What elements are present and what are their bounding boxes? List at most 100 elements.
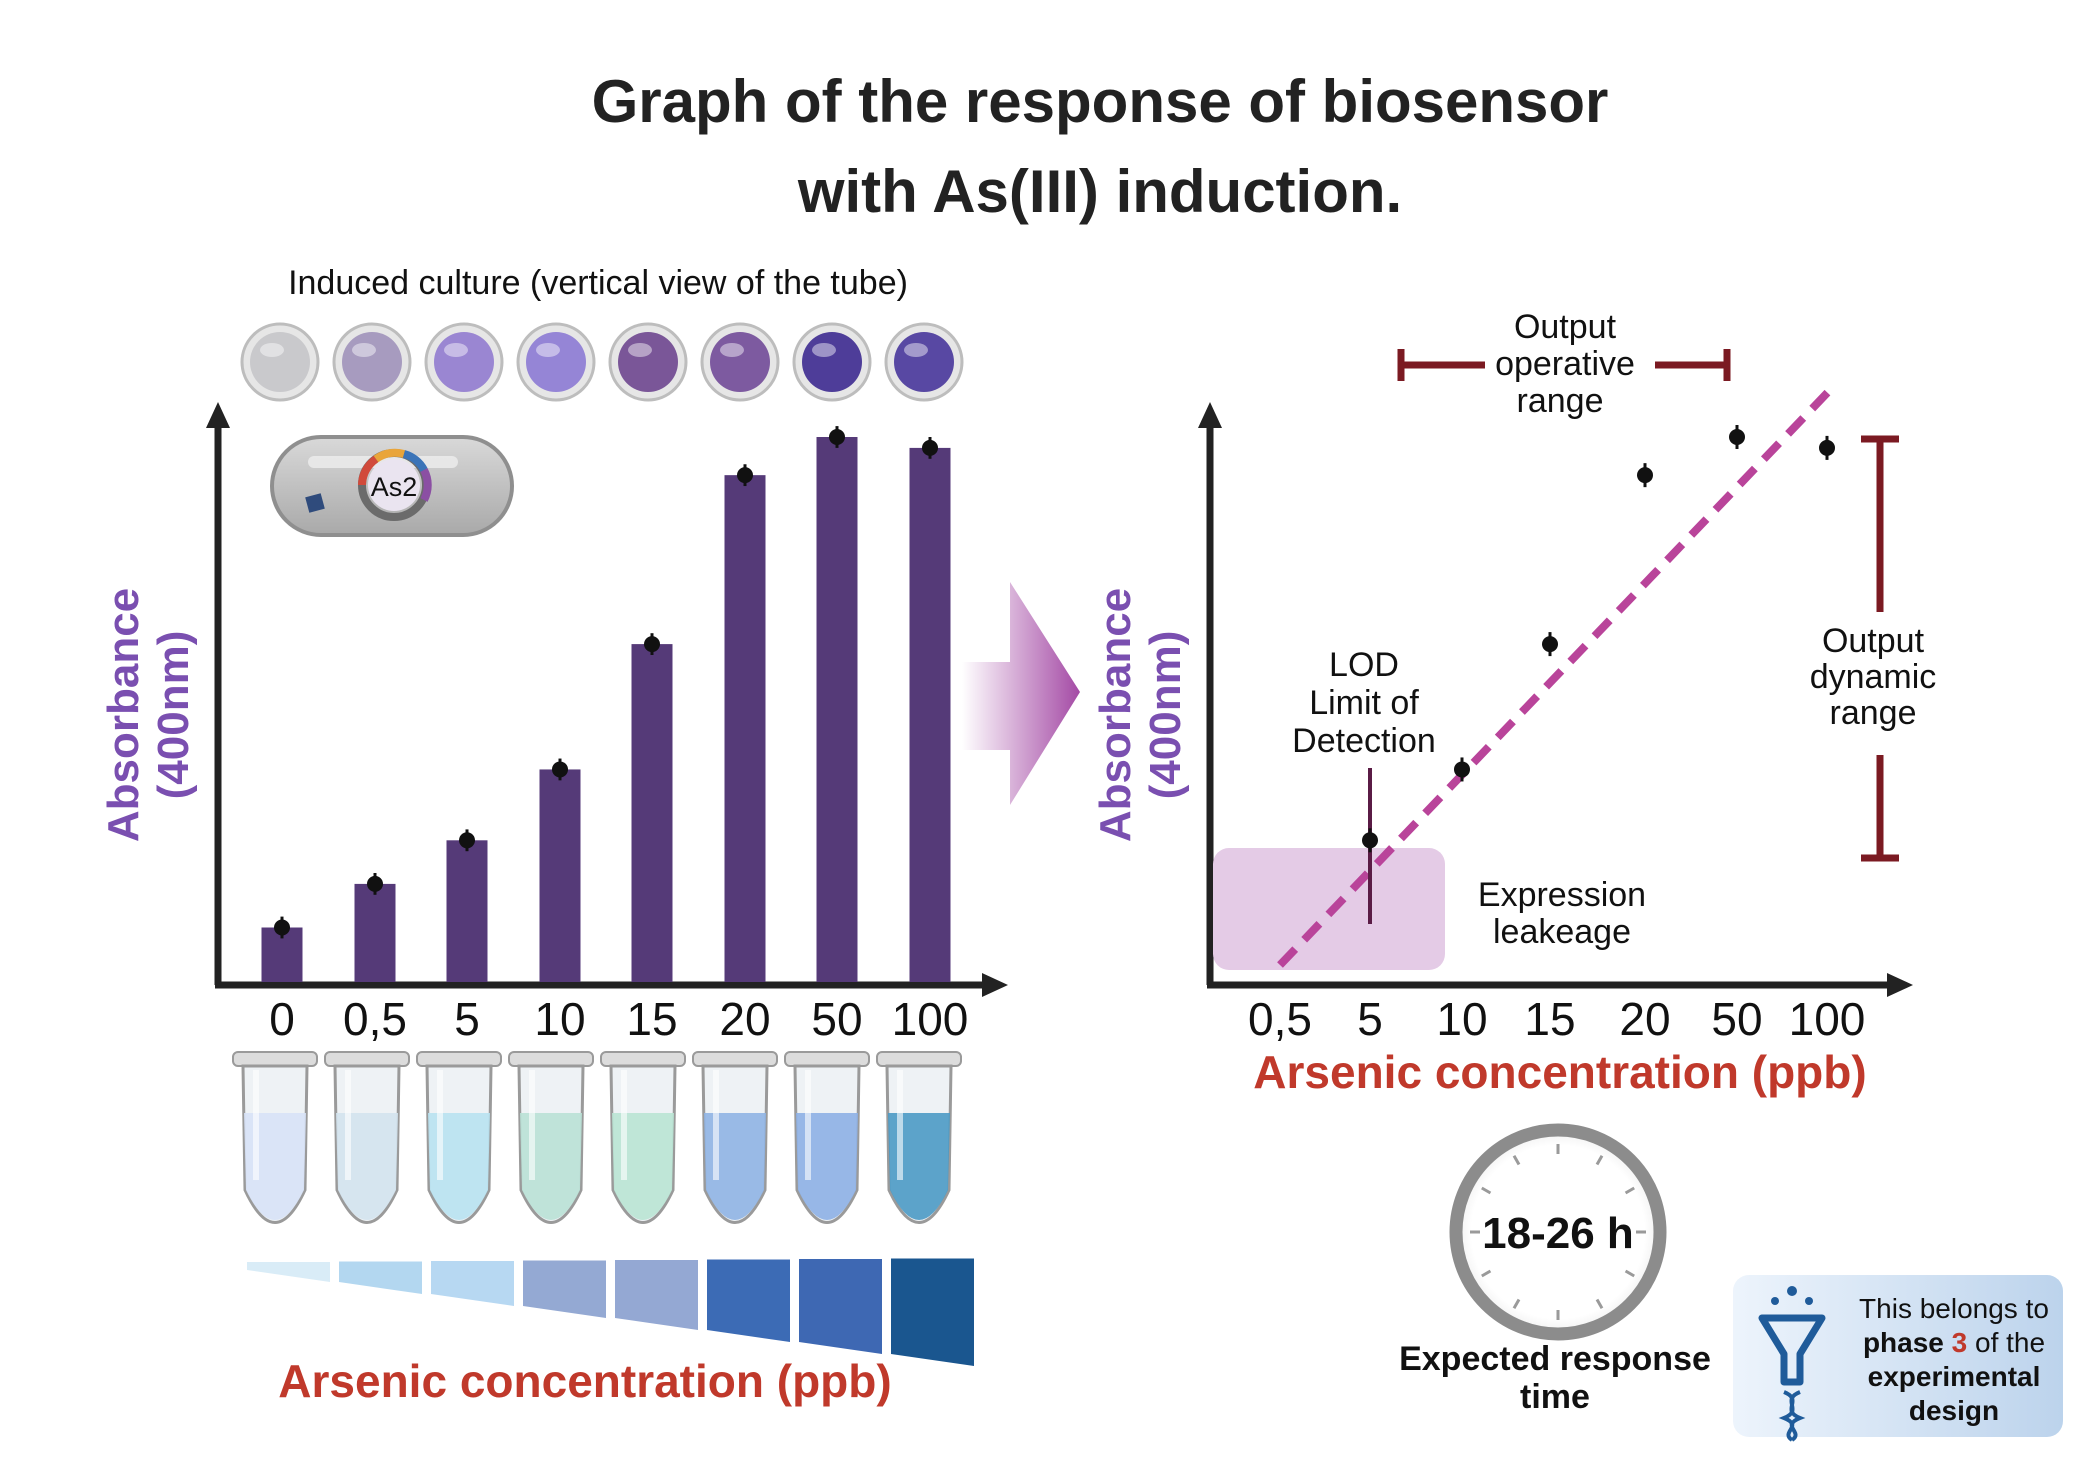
scatter-point [1819,439,1835,456]
bar-series [261,426,951,982]
well-icon [608,322,688,402]
x-tick-label: 15 [1524,993,1575,1045]
operative-label-line3: range [1517,382,1604,420]
operative-label-line1: Output [1514,308,1617,346]
x-tick-label: 20 [719,993,770,1045]
bar-mean-point [367,875,383,892]
bacterium-icon: As2 [270,435,514,537]
well-icon [424,322,504,402]
culture-caption: Induced culture (vertical view of the tu… [288,264,908,302]
left-x-label: Arsenic concentration (ppb) [278,1355,891,1407]
dynamic-label-line1: Output [1822,622,1925,660]
phase-note-line3: experimental [1868,1361,2041,1392]
bar-mean-point [552,761,568,778]
bar-mean-point [737,467,753,484]
x-tick-label: 100 [1789,993,1866,1045]
well-icon [700,322,780,402]
bar-mean-point [644,636,660,653]
scatter-point [1454,761,1470,778]
funnel-dna-icon [1758,1286,1826,1442]
right-y-label: Absorbance (400nm) [1091,588,1190,842]
page-title-line2: with As(III) induction. [797,158,1402,225]
page-title: Graph of the response of biosensor [592,68,1609,135]
bar-mean-point [829,429,845,445]
tube-icon [784,1051,870,1224]
culture-wells [240,322,964,402]
x-axis-arrowhead [982,973,1008,997]
right-axes [1198,402,1913,997]
strip-segment [707,1259,790,1342]
lod-label-line3: Detection [1292,722,1436,760]
lod-label-line2: Limit of [1309,684,1419,722]
phase-note-card: This belongs to phase 3 of the experimen… [1733,1275,2063,1442]
lod-label-line1: LOD [1329,646,1399,684]
x-tick-label: 0,5 [343,993,407,1045]
strip-segment [431,1261,514,1306]
phase-note-line2: phase 3 of the [1863,1327,2045,1358]
well-icon [884,322,964,402]
phase-note-rest: of the [1967,1327,2045,1358]
scatter-series [1362,425,1835,853]
well-icon [516,322,596,402]
x-tick-label: 0,5 [1248,993,1312,1045]
tube-icon [600,1051,686,1224]
leakage-label-line1: Expression [1478,876,1646,914]
strip-segment [247,1262,330,1282]
phase-note-number: 3 [1952,1327,1968,1358]
scatter-point [1542,636,1558,653]
bar [724,475,766,982]
tube-icon [876,1051,962,1224]
trend-line [1277,387,1833,968]
bar-mean-point [459,832,475,849]
x-tick-label: 10 [534,993,585,1045]
x-tick-label: 5 [454,993,480,1045]
left-axes [206,402,1008,997]
response-caption-line1: Expected response [1399,1340,1711,1378]
x-tick-label: 50 [811,993,862,1045]
bar-mean-point [274,919,290,936]
scatter-point [1362,832,1378,849]
tube-icon [232,1051,318,1224]
strip-segment [799,1259,882,1354]
protein-icon [305,493,325,513]
x-tick-label: 5 [1357,993,1383,1045]
leakage-label-line2: leakeage [1493,913,1631,951]
right-x-tick-labels: 0,5 5 10 15 20 50 100 [1248,993,1865,1045]
tube-icon [416,1051,502,1224]
x-tick-label: 10 [1436,993,1487,1045]
strip-segment [523,1260,606,1318]
left-y-label: Absorbance (400nm) [99,588,198,842]
scatter-point [1729,429,1745,445]
tube-icon [692,1051,778,1224]
arrow-right-icon [962,582,1080,805]
bar [631,644,673,982]
right-y-label-line1: Absorbance [1091,588,1140,842]
x-tick-label: 50 [1711,993,1762,1045]
right-x-axis-arrowhead [1887,973,1913,997]
well-icon [240,322,320,402]
well-icon [332,322,412,402]
bar [354,883,396,982]
x-tick-label: 20 [1619,993,1670,1045]
dynamic-label-line2: dynamic [1810,658,1937,696]
left-x-tick-labels: 0 0,5 5 10 15 20 50 100 [269,993,968,1045]
phase-note-phase: phase [1863,1327,1952,1358]
phase-note-line1: This belongs to [1859,1293,2049,1324]
x-tick-label: 15 [626,993,677,1045]
concentration-strip [247,1258,974,1366]
response-time: 18-26 h [1482,1209,1634,1258]
right-y-label-line2: (400nm) [1141,631,1190,800]
y-axis-arrowhead [206,402,230,428]
operative-label-line2: operative [1495,345,1635,383]
response-caption-line2: time [1520,1378,1590,1416]
right-x-label: Arsenic concentration (ppb) [1253,1046,1866,1098]
tube-row [232,1051,962,1224]
left-y-label-line1: Absorbance [99,588,148,842]
clock-icon [1449,1123,1667,1341]
strip-segment [615,1260,698,1330]
x-tick-label: 100 [892,993,969,1045]
bar [816,437,858,982]
bar [539,769,581,982]
